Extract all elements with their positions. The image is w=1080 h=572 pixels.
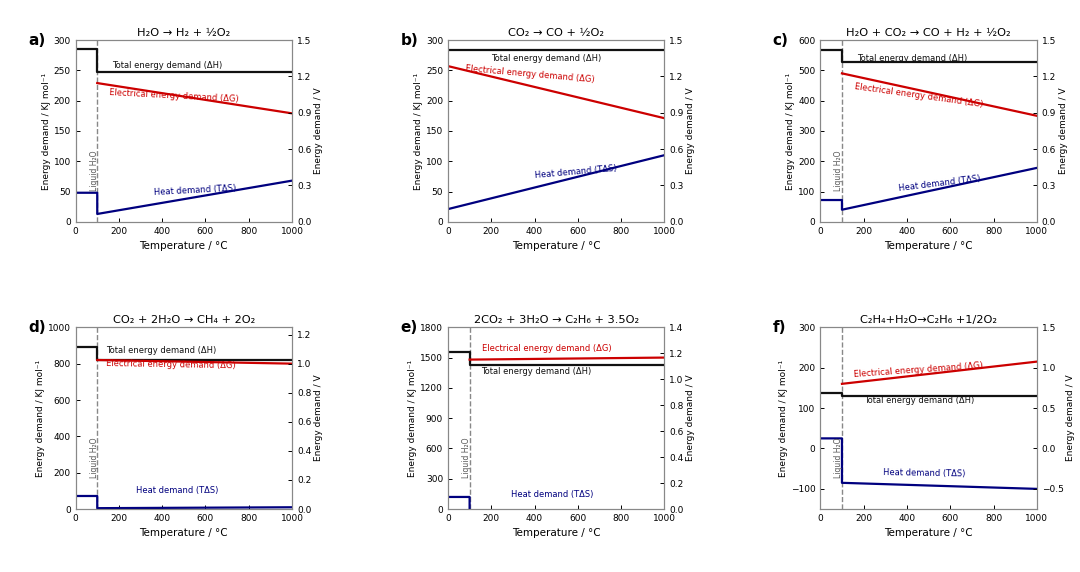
X-axis label: Temperature / °C: Temperature / °C [512,529,600,538]
Y-axis label: Energy demand / KJ mol⁻¹: Energy demand / KJ mol⁻¹ [779,360,788,476]
Text: Total energy demand (ΔH): Total energy demand (ΔH) [858,54,968,63]
Y-axis label: Energy demand / KJ mol⁻¹: Energy demand / KJ mol⁻¹ [786,73,796,189]
Text: Heat demand (TΔS): Heat demand (TΔS) [511,490,593,499]
Text: Liquid H₂O: Liquid H₂O [90,150,98,191]
Text: Liquid H₂O: Liquid H₂O [835,438,843,478]
Text: Total energy demand (ΔH): Total energy demand (ΔH) [106,347,216,355]
X-axis label: Temperature / °C: Temperature / °C [512,241,600,251]
Text: d): d) [28,320,45,335]
Text: a): a) [28,33,45,48]
Text: b): b) [401,33,418,48]
Text: Heat demand (TΔS): Heat demand (TΔS) [899,174,981,193]
Title: 2CO₂ + 3H₂O → C₂H₆ + 3.5O₂: 2CO₂ + 3H₂O → C₂H₆ + 3.5O₂ [474,315,638,325]
X-axis label: Temperature / °C: Temperature / °C [885,529,973,538]
Y-axis label: Energy demand / KJ mol⁻¹: Energy demand / KJ mol⁻¹ [408,360,417,476]
Text: Electrical energy demand (ΔG): Electrical energy demand (ΔG) [106,359,235,371]
X-axis label: Temperature / °C: Temperature / °C [139,529,228,538]
Text: Electrical energy demand (ΔG): Electrical energy demand (ΔG) [482,344,611,353]
Text: Total energy demand (ΔH): Total energy demand (ΔH) [112,61,222,70]
Text: Total energy demand (ΔH): Total energy demand (ΔH) [491,54,602,63]
Text: Electrical energy demand (ΔG): Electrical energy demand (ΔG) [465,64,595,84]
Text: Liquid H₂O: Liquid H₂O [90,438,98,478]
Y-axis label: Energy demand / V: Energy demand / V [314,88,323,174]
Text: Electrical energy demand (ΔG): Electrical energy demand (ΔG) [854,361,984,379]
Y-axis label: Energy demand / V: Energy demand / V [314,375,323,462]
Text: Heat demand (TΔS): Heat demand (TΔS) [136,486,218,495]
Y-axis label: Energy demand / V: Energy demand / V [687,88,696,174]
Text: c): c) [772,33,788,48]
X-axis label: Temperature / °C: Temperature / °C [885,241,973,251]
Title: CO₂ + 2H₂O → CH₄ + 2O₂: CO₂ + 2H₂O → CH₄ + 2O₂ [112,315,255,325]
Text: Total energy demand (ΔH): Total energy demand (ΔH) [482,367,592,376]
Y-axis label: Energy demand / KJ mol⁻¹: Energy demand / KJ mol⁻¹ [42,73,51,189]
X-axis label: Temperature / °C: Temperature / °C [139,241,228,251]
Y-axis label: Energy demand / V: Energy demand / V [1066,375,1076,462]
Text: e): e) [401,320,418,335]
Title: CO₂ → CO + ½O₂: CO₂ → CO + ½O₂ [509,28,604,38]
Y-axis label: Energy demand / KJ mol⁻¹: Energy demand / KJ mol⁻¹ [414,73,423,189]
Text: Total energy demand (ΔH): Total energy demand (ΔH) [864,396,974,406]
Title: C₂H₄+H₂O→C₂H₆ +1/2O₂: C₂H₄+H₂O→C₂H₆ +1/2O₂ [860,315,997,325]
Text: Electrical energy demand (ΔG): Electrical energy demand (ΔG) [854,82,984,109]
Text: Electrical energy demand (ΔG): Electrical energy demand (ΔG) [109,88,239,104]
Y-axis label: Energy demand / KJ mol⁻¹: Energy demand / KJ mol⁻¹ [36,360,45,476]
Text: f): f) [772,320,786,335]
Text: Liquid H₂O: Liquid H₂O [835,150,843,191]
Y-axis label: Energy demand / V: Energy demand / V [1058,88,1068,174]
Text: Heat demand (TΔS): Heat demand (TΔS) [153,184,237,197]
Text: Heat demand (TΔS): Heat demand (TΔS) [883,467,966,478]
Y-axis label: Energy demand / V: Energy demand / V [687,375,696,462]
Text: Heat demand (TΔS): Heat demand (TΔS) [535,164,618,180]
Text: Liquid H₂O: Liquid H₂O [462,438,471,478]
Title: H₂O → H₂ + ½O₂: H₂O → H₂ + ½O₂ [137,28,230,38]
Title: H₂O + CO₂ → CO + H₂ + ½O₂: H₂O + CO₂ → CO + H₂ + ½O₂ [847,28,1011,38]
